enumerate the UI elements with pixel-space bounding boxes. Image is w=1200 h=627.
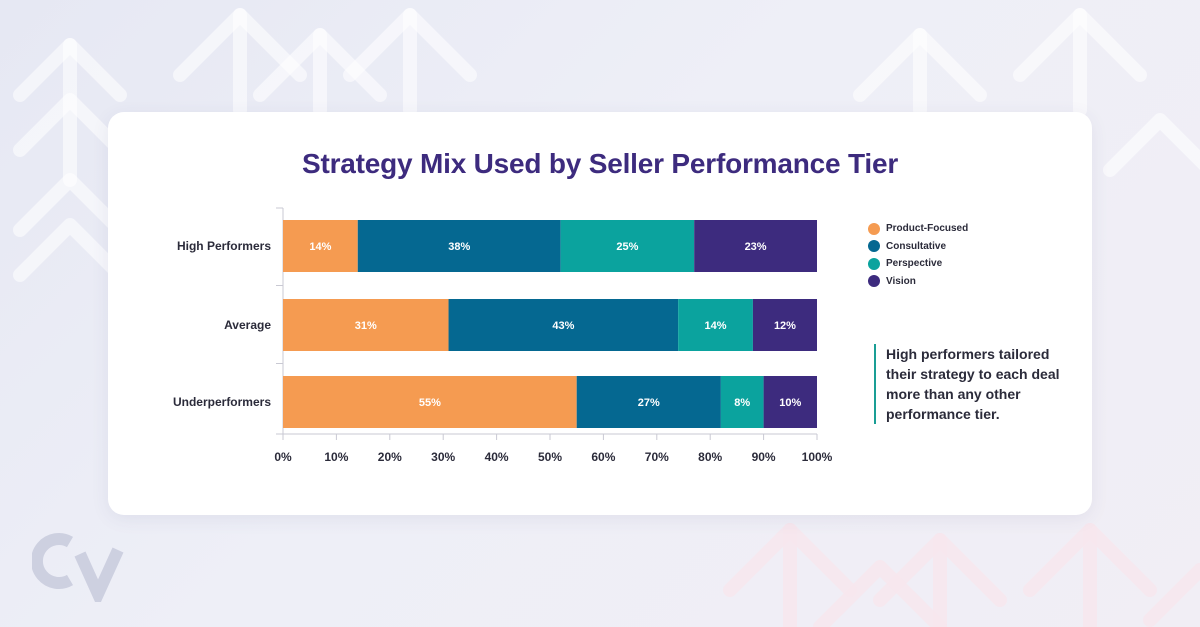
bar-consultative: [448, 299, 679, 351]
data-label: 27%: [638, 397, 660, 409]
legend-label: Perspective: [886, 258, 943, 270]
data-label: 31%: [355, 320, 377, 332]
data-label: 14%: [309, 241, 331, 253]
legend-item-consultative: Consultative: [868, 238, 968, 256]
data-label: 8%: [734, 397, 750, 409]
data-label: 12%: [774, 320, 796, 332]
category-label: High Performers: [177, 239, 271, 253]
x-tick-label: 90%: [752, 450, 776, 464]
x-tick-label: 30%: [431, 450, 455, 464]
data-label: 38%: [448, 241, 470, 253]
bar-product-focused: [283, 220, 358, 272]
x-tick-label: 60%: [591, 450, 615, 464]
legend-item-perspective: Perspective: [868, 255, 968, 273]
data-label: 25%: [616, 241, 638, 253]
bar-perspective: [720, 376, 764, 428]
chart-title: Strategy Mix Used by Seller Performance …: [301, 148, 899, 179]
x-tick-label: 70%: [645, 450, 669, 464]
bar-perspective: [678, 299, 753, 351]
x-tick-label: 40%: [485, 450, 509, 464]
legend-item-product-focused: Product-Focused: [868, 220, 968, 238]
x-tick-label: 20%: [378, 450, 402, 464]
bar-consultative: [357, 220, 561, 272]
insight-callout: High performers tailored their strategy …: [874, 344, 1076, 424]
data-label: 43%: [552, 320, 574, 332]
data-label: 23%: [745, 241, 767, 253]
data-label: 14%: [705, 320, 727, 332]
bar-product-focused: [283, 299, 449, 351]
bar-vision: [763, 376, 817, 428]
legend-item-vision: Vision: [868, 273, 968, 291]
stacked-bar-chart: 0% 10% 20% 30% 40% 50% 60% 70% 80% 90% 100% High Pe…: [173, 207, 833, 464]
legend-swatch-product-focused: [868, 222, 880, 235]
company-logo: [32, 533, 124, 602]
x-tick-label: 80%: [698, 450, 722, 464]
category-label: Average: [224, 318, 271, 332]
bar-consultative: [576, 376, 721, 428]
bar-vision: [752, 299, 817, 351]
data-label: 10%: [779, 397, 801, 409]
bar-perspective: [560, 220, 695, 272]
data-label: 55%: [419, 397, 441, 409]
chart-card: Strategy Mix Used by Seller Performance …: [108, 112, 1092, 515]
category-label: Underperformers: [173, 395, 271, 409]
legend-label: Vision: [886, 275, 916, 287]
x-tick-label: 100%: [802, 450, 833, 464]
x-tick-label: 0%: [274, 450, 292, 464]
chart-legend: Product-Focused Consultative Perspective…: [868, 220, 968, 290]
bar-product-focused: [283, 376, 577, 428]
legend-label: Consultative: [886, 240, 947, 252]
legend-label: Product-Focused: [886, 223, 969, 235]
x-tick-label: 10%: [324, 450, 348, 464]
legend-swatch-perspective: [868, 257, 880, 270]
legend-swatch-vision: [868, 275, 880, 288]
legend-swatch-consultative: [868, 240, 880, 253]
x-tick-label: 50%: [538, 450, 562, 464]
bar-vision: [694, 220, 817, 272]
